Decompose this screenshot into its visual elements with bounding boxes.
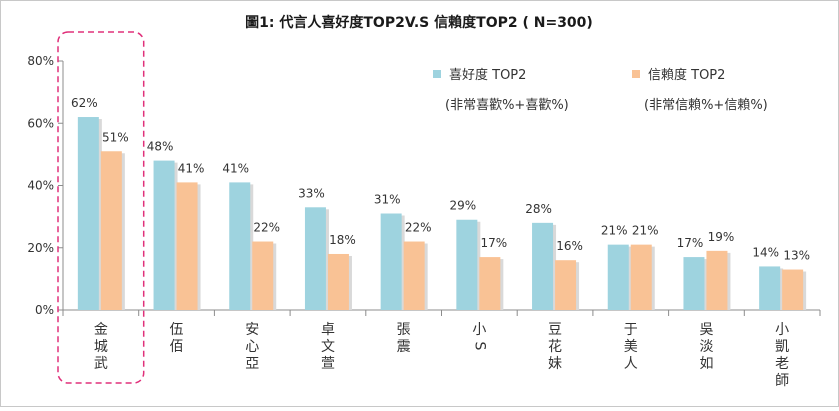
y-tick-label: 0% [35,303,54,317]
category-label: 金 [94,322,108,338]
data-label: 19% [708,230,735,244]
plot-area: 0% 20% 40% 60% 80% 62% 51% 金城武 48% 41% 伍佰 41% 22% 安心亞… [27,31,821,389]
y-tick-label: 20% [27,241,54,255]
bar-preference [607,244,629,310]
y-tick-label: 80% [27,54,54,68]
bar-preference [380,213,402,310]
category-label: 武 [94,356,108,372]
category-label: 城 [94,339,108,355]
category-label: 如 [699,356,713,372]
data-label: 18% [329,233,356,247]
bar-trust [100,151,122,310]
data-label: 41% [178,161,205,175]
category-label: 老 [775,356,789,372]
category-label: 凱 [775,339,789,355]
bar-preference [683,257,705,310]
legend-swatch [632,70,640,78]
legend-note: (非常信賴%+信賴%) [644,98,768,113]
category-label: 人 [624,356,638,372]
data-label: 62% [71,96,98,110]
bar-preference [532,222,554,310]
category-label: 萱 [321,356,335,372]
bar-trust [327,253,349,310]
data-label: 31% [374,193,401,207]
category-label: 心 [245,339,259,355]
bar-trust [479,257,501,310]
category-label: 美 [624,339,638,355]
data-label: 17% [677,236,704,250]
category-label: 震 [397,339,411,355]
category-label: 文 [321,339,335,355]
category-label: 卓 [321,322,335,338]
bar-preference [304,207,326,310]
category-label: 于 [624,322,638,338]
chart-title: 圖1: 代言人喜好度TOP2V.S 信賴度TOP2 ( N=300) [245,14,593,31]
bar-preference [229,182,251,310]
bar-trust [403,241,425,310]
category-label: 妹 [548,356,562,372]
data-label: 48% [147,140,174,154]
data-label: 21% [632,224,659,238]
category-label: 亞 [245,356,259,372]
legend-swatch [433,70,441,78]
data-label: 51% [102,130,129,144]
data-label: 21% [601,224,628,238]
data-label: 14% [752,245,779,259]
data-label: 13% [783,249,810,263]
data-label: 41% [222,161,249,175]
category-label: 花 [548,339,562,355]
category-label: 小 [775,322,789,338]
bar-trust [555,260,577,310]
category-label: 安 [245,322,259,338]
bar-trust [630,244,652,310]
category-label: 淡 [699,339,713,355]
y-tick-label: 40% [27,179,54,193]
bar-trust [782,269,804,310]
data-label: 16% [556,239,583,253]
data-label: 17% [481,236,508,250]
data-label: 29% [450,199,477,213]
category-label: 師 [775,373,789,389]
category-label: 吳 [699,322,713,338]
legend-label: 信賴度 TOP2 [648,67,725,83]
bar-preference [456,219,478,310]
category-label: 小 [472,322,486,338]
bar-trust [706,250,728,310]
bar-trust [252,241,274,310]
data-label: 28% [525,202,552,216]
legend-note: (非常喜歡%+喜歡%) [445,98,569,113]
category-label: 佰 [170,339,184,355]
category-label: S [471,342,487,351]
legend-label: 喜好度 TOP2 [449,67,526,83]
bar-preference [153,160,175,310]
data-label: 33% [298,186,325,200]
category-label: 張 [397,322,411,338]
category-label: 伍 [170,322,184,338]
bar-preference [759,266,781,310]
highlight-box [57,31,145,384]
category-label: 豆 [548,322,562,338]
y-tick-label: 60% [27,116,54,130]
bar-preference [77,117,99,311]
data-label: 22% [253,221,280,235]
bar-trust [176,182,198,310]
data-label: 22% [405,221,432,235]
